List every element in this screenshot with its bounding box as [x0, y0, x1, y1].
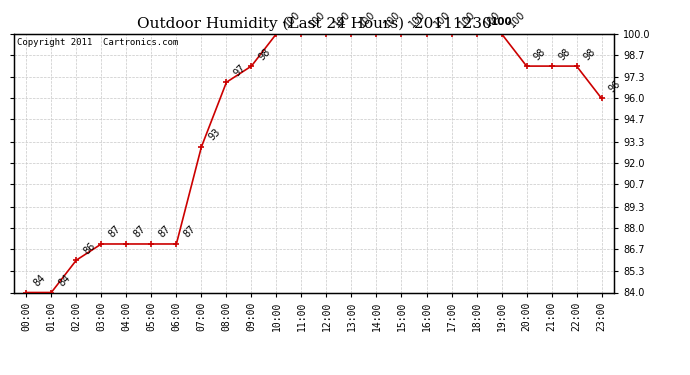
Text: 98: 98 [582, 46, 598, 62]
Text: 98: 98 [532, 46, 548, 62]
Text: 93: 93 [207, 127, 223, 143]
Text: 100: 100 [382, 9, 402, 30]
Text: 100: 100 [507, 9, 527, 30]
Text: 96: 96 [607, 78, 623, 94]
Text: Copyright 2011  Cartronics.com: Copyright 2011 Cartronics.com [17, 38, 178, 46]
Title: Outdoor Humidity (Last 24 Hours)  20111230: Outdoor Humidity (Last 24 Hours) 2011123… [137, 17, 491, 31]
Text: 84: 84 [32, 273, 48, 288]
Text: 87: 87 [182, 224, 198, 240]
Text: 84: 84 [57, 273, 72, 288]
Text: 100: 100 [432, 9, 452, 30]
Text: 100: 100 [491, 17, 513, 27]
Text: 100: 100 [457, 9, 477, 30]
Text: 100: 100 [357, 9, 377, 30]
Text: 86: 86 [82, 240, 97, 256]
Text: 100: 100 [307, 9, 327, 30]
Text: 98: 98 [257, 46, 273, 62]
Text: 100: 100 [282, 9, 302, 30]
Text: 100: 100 [332, 9, 352, 30]
Text: 87: 87 [107, 224, 123, 240]
Text: 87: 87 [157, 224, 172, 240]
Text: 100: 100 [407, 9, 427, 30]
Text: 97: 97 [232, 62, 248, 78]
Text: 87: 87 [132, 224, 148, 240]
Text: 98: 98 [557, 46, 573, 62]
Text: 100: 100 [482, 9, 502, 30]
